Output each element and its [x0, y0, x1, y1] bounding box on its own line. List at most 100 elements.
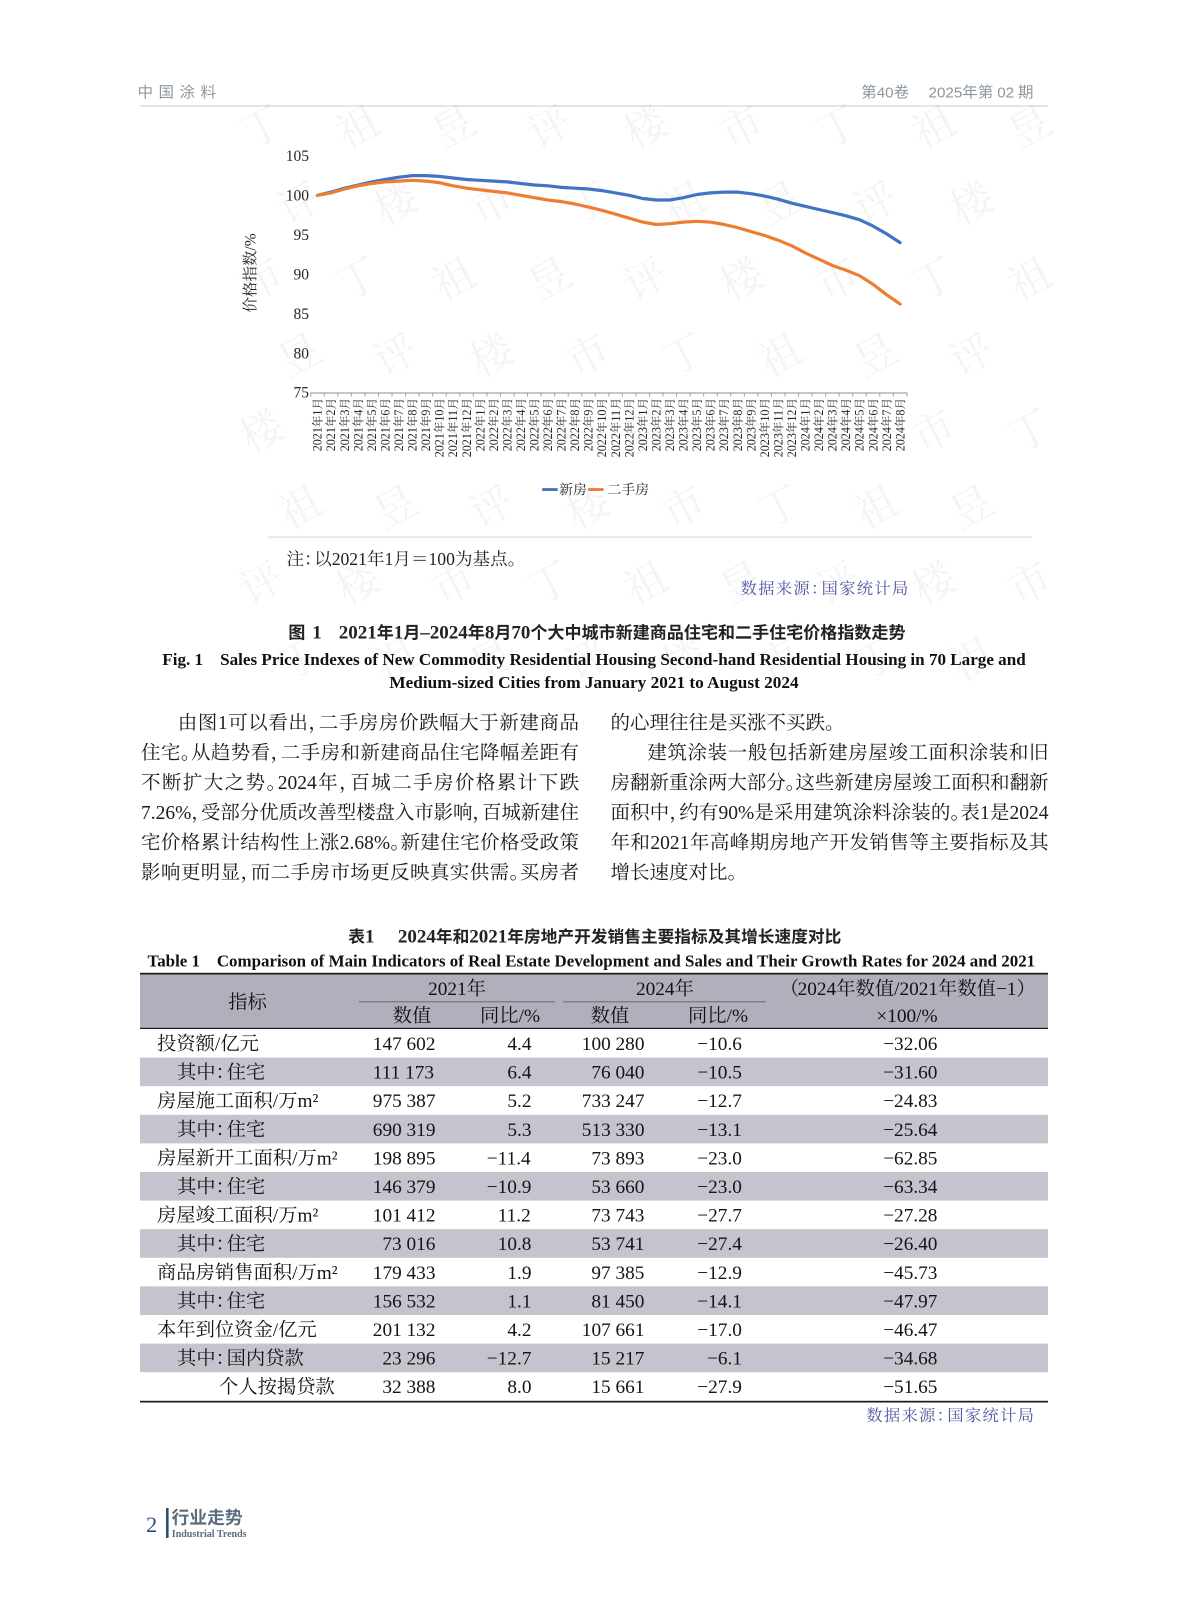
svg-text:m²: m²	[317, 1148, 338, 1169]
svg-text:12: 12	[785, 410, 799, 422]
svg-text:2024: 2024	[839, 427, 853, 451]
svg-text:111 173: 111 173	[373, 1063, 434, 1084]
svg-text:11: 11	[609, 410, 623, 422]
svg-text:−34.68: −34.68	[883, 1349, 937, 1370]
svg-text:3: 3	[500, 410, 514, 416]
svg-text:−12.7: −12.7	[697, 1091, 742, 1112]
svg-text:90: 90	[294, 266, 310, 283]
svg-text:2022: 2022	[514, 427, 528, 451]
svg-text:8: 8	[485, 623, 495, 644]
svg-text:2021: 2021	[311, 427, 325, 451]
svg-text:Industrial Trends: Industrial Trends	[172, 1529, 247, 1540]
svg-text:m²: m²	[298, 1206, 319, 1227]
svg-text:2022: 2022	[528, 427, 542, 451]
svg-text:3: 3	[663, 410, 677, 416]
svg-text:2021: 2021	[365, 427, 379, 451]
svg-text:2022: 2022	[555, 427, 569, 451]
svg-text:2022: 2022	[500, 427, 514, 451]
svg-text:Fig. 1 Sales Price Indexes: Fig. 1 Sales Price Indexes of New Commod…	[162, 650, 1026, 669]
svg-text:6: 6	[704, 410, 718, 416]
svg-text:690 319: 690 319	[373, 1120, 436, 1141]
svg-text:73 016: 73 016	[382, 1234, 435, 1255]
svg-text:−24.83: −24.83	[883, 1091, 937, 1112]
svg-text:2024: 2024	[398, 927, 437, 948]
svg-text:179 433: 179 433	[373, 1263, 436, 1284]
svg-text:/%: /%	[727, 1006, 748, 1027]
svg-text:12: 12	[460, 410, 474, 422]
svg-text:53 660: 53 660	[591, 1177, 644, 1198]
svg-text:−26.40: −26.40	[883, 1234, 937, 1255]
svg-text:2021: 2021	[332, 549, 367, 569]
svg-text:2024: 2024	[798, 979, 837, 1000]
svg-text:100: 100	[429, 549, 456, 569]
svg-text:5: 5	[690, 410, 704, 416]
svg-text:2024: 2024	[636, 979, 675, 1000]
svg-text:−27.28: −27.28	[883, 1206, 937, 1227]
svg-text:2: 2	[812, 410, 826, 416]
svg-text:2021: 2021	[351, 427, 365, 451]
svg-text:2022: 2022	[582, 427, 596, 451]
svg-text:4.4: 4.4	[507, 1034, 531, 1055]
svg-text:2021: 2021	[378, 427, 392, 451]
svg-text:146 379: 146 379	[373, 1177, 436, 1198]
svg-text:2021: 2021	[324, 427, 338, 451]
svg-text:/: /	[292, 1148, 298, 1169]
svg-text:2021: 2021	[469, 927, 507, 948]
svg-text:23 296: 23 296	[382, 1349, 435, 1370]
svg-text:Table 1 Comparison of Main: Table 1 Comparison of Main Indicators of…	[147, 952, 1035, 971]
svg-text:1.9: 1.9	[507, 1263, 531, 1284]
svg-text:−51.65: −51.65	[883, 1377, 937, 1398]
svg-text:4: 4	[839, 410, 853, 416]
svg-text:81 450: 81 450	[591, 1291, 644, 1312]
svg-text:97 385: 97 385	[591, 1263, 644, 1284]
svg-text:2: 2	[487, 410, 501, 416]
svg-text:−14.1: −14.1	[697, 1291, 742, 1312]
svg-text:7: 7	[555, 410, 569, 416]
svg-text:12: 12	[622, 410, 636, 422]
svg-text:2023: 2023	[690, 427, 704, 451]
svg-text:147 602: 147 602	[373, 1034, 436, 1055]
svg-text:2: 2	[650, 410, 664, 416]
svg-text:6.4: 6.4	[507, 1063, 531, 1084]
svg-text:m²: m²	[317, 1263, 338, 1284]
svg-text:198 895: 198 895	[373, 1148, 436, 1169]
svg-text:−46.47: −46.47	[883, 1320, 938, 1341]
svg-text:1.1: 1.1	[507, 1291, 531, 1312]
svg-text:/: /	[273, 1206, 279, 1227]
svg-text:–2024: –2024	[419, 623, 468, 644]
svg-text:1: 1	[218, 713, 228, 734]
svg-text:2024: 2024	[880, 427, 894, 451]
svg-text:53 741: 53 741	[591, 1234, 644, 1255]
svg-text:/%: /%	[243, 233, 260, 250]
svg-text:2024: 2024	[893, 427, 907, 451]
svg-text:−11.4: −11.4	[487, 1148, 531, 1169]
svg-text:9: 9	[419, 410, 433, 416]
svg-text:90%: 90%	[719, 803, 755, 824]
svg-text:4: 4	[677, 410, 691, 416]
svg-text:2024: 2024	[866, 427, 880, 451]
svg-text:2021: 2021	[339, 623, 377, 644]
svg-text:3: 3	[826, 410, 840, 416]
svg-text:2025: 2025	[929, 85, 963, 102]
svg-text:2024: 2024	[812, 427, 826, 451]
svg-text:−25.64: −25.64	[883, 1120, 938, 1141]
svg-text:6: 6	[541, 410, 555, 416]
svg-text:/%: /%	[519, 1006, 540, 1027]
svg-text:2021: 2021	[433, 433, 447, 457]
svg-text:8: 8	[893, 410, 907, 416]
svg-text:6: 6	[866, 410, 880, 416]
svg-text:−31.60: −31.60	[883, 1063, 937, 1084]
svg-text:5.3: 5.3	[507, 1120, 531, 1141]
svg-text:3: 3	[338, 410, 352, 416]
svg-text:2.68%: 2.68%	[340, 833, 390, 854]
svg-text:Medium-sized Cities from Janua: Medium-sized Cities from January 2021 to…	[389, 673, 799, 692]
svg-text:2021: 2021	[338, 427, 352, 451]
svg-text:2024: 2024	[799, 427, 813, 451]
svg-text:9: 9	[744, 410, 758, 416]
svg-text:−27.9: −27.9	[697, 1377, 742, 1398]
svg-text:2: 2	[146, 1512, 157, 1537]
svg-text:−63.34: −63.34	[883, 1177, 938, 1198]
svg-text:2024: 2024	[1010, 803, 1049, 824]
svg-text:1: 1	[799, 410, 813, 416]
svg-text:2023: 2023	[663, 427, 677, 451]
